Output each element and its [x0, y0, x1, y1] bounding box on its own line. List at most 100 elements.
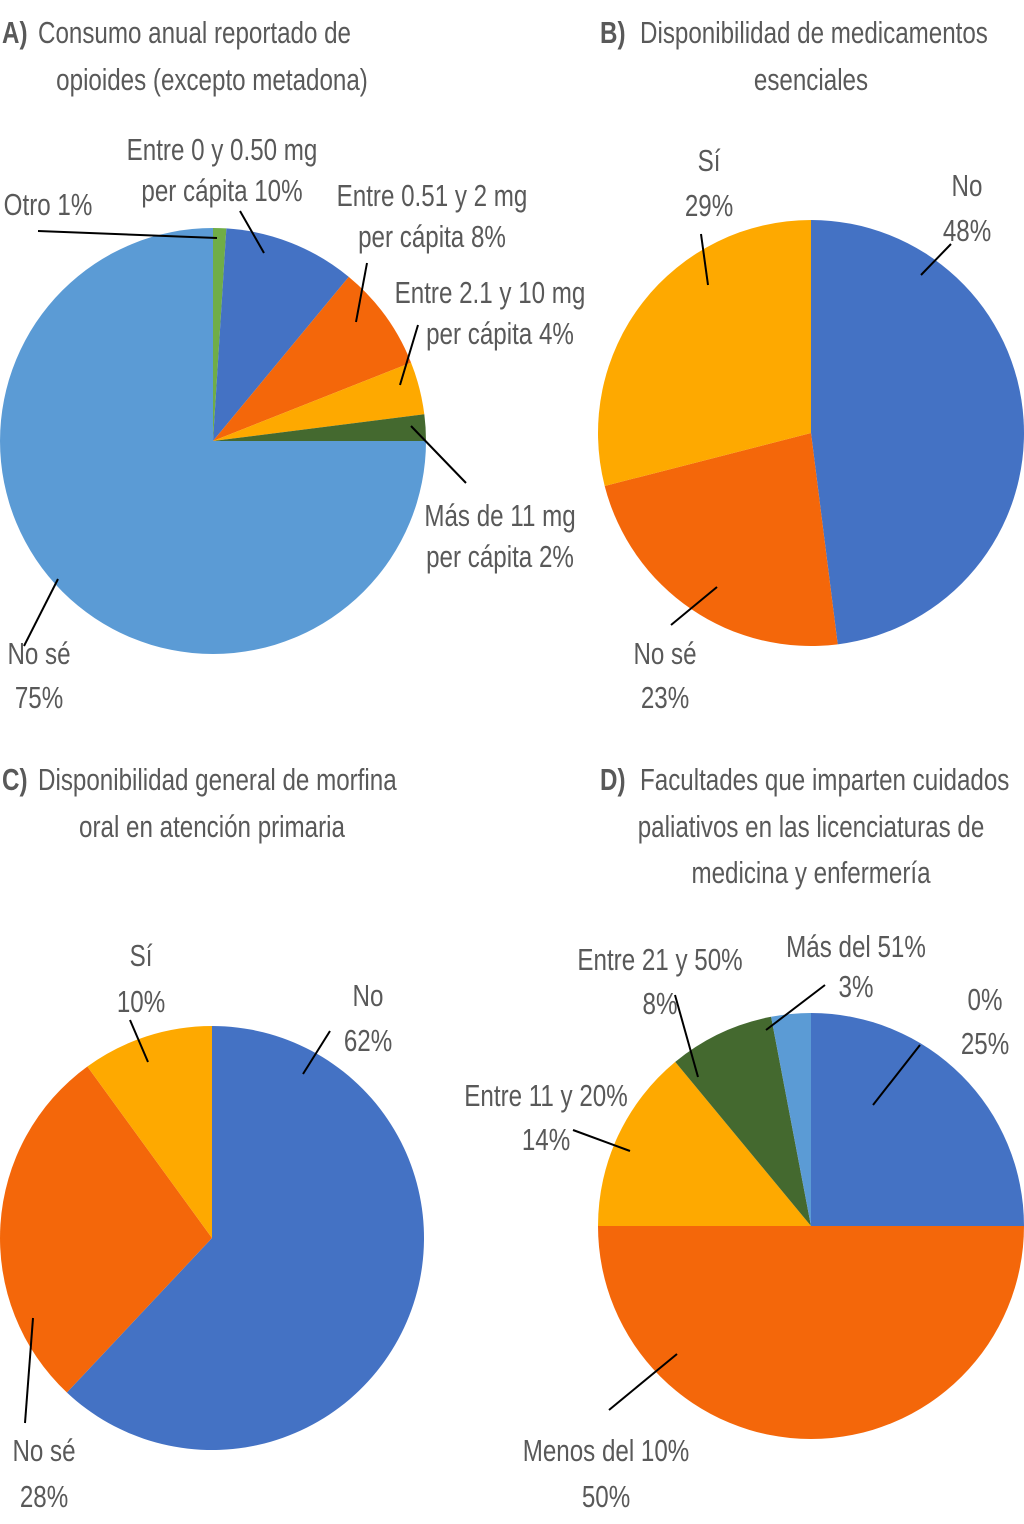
chart-title-line: Disponibilidad de medicamentos — [640, 15, 988, 50]
data-label-text: per cápita 8% — [358, 219, 506, 254]
chart-title-line: paliativos en las licenciaturas de — [638, 809, 985, 844]
data-label-text: Menos del 10% — [523, 1433, 690, 1468]
data-label-text: No sé — [12, 1433, 75, 1468]
chart-title-line: Consumo anual reportado de — [38, 15, 351, 50]
leader-line — [872, 1044, 921, 1106]
pie-slice — [604, 433, 838, 647]
leader-line — [920, 243, 952, 276]
pie-slice — [675, 1016, 811, 1226]
pie-chart-c: C) Disponibilidad general de morfina oral … — [0, 762, 425, 1514]
data-label-text: 62% — [344, 1023, 392, 1058]
data-label: Sí 10% — [117, 938, 165, 1063]
data-label: Entre 0.51 y 2 mg per cápita 8% — [337, 178, 528, 323]
chart-title: D) Facultades que imparten cuidados paliat… — [600, 762, 1009, 890]
data-label: No 48% — [920, 168, 991, 276]
data-label-text: 28% — [20, 1479, 68, 1514]
panel-letter: D) — [600, 762, 626, 797]
data-label-text: Sí — [130, 938, 153, 973]
chart-title: B) Disponibilidad de medicamentos esencial… — [600, 15, 988, 97]
pie-slice — [598, 1061, 811, 1226]
pie-slice — [66, 1026, 425, 1450]
leader-line — [608, 1353, 678, 1411]
data-label: No sé 28% — [12, 1317, 76, 1514]
data-label-text: per cápita 10% — [141, 173, 302, 208]
leader-line — [399, 324, 419, 386]
data-label: Entre 0 y 0.50 mg per cápita 10% — [127, 132, 318, 254]
data-label: Entre 2.1 y 10 mg per cápita 4% — [395, 275, 586, 386]
panel-letter: A) — [2, 15, 28, 50]
data-label-text: 29% — [685, 188, 733, 223]
pie-slice — [213, 228, 349, 441]
data-label-text: Entre 21 y 50% — [577, 942, 742, 977]
chart-title-line: esenciales — [754, 62, 868, 97]
pie-chart-b: B) Disponibilidad de medicamentos esencial… — [597, 15, 1024, 715]
data-label-text: 8% — [643, 986, 678, 1021]
data-label-text: 0% — [968, 982, 1003, 1017]
data-label: Entre 21 y 50% 8% — [577, 942, 743, 1078]
pie-slice — [811, 220, 1024, 645]
pie-slice — [213, 362, 425, 441]
panel-letter: B) — [600, 15, 626, 50]
data-label: Entre 11 y 20% 14% — [464, 1078, 631, 1157]
chart-title-line: oral en atención primaria — [79, 809, 345, 844]
data-label-text: 75% — [15, 680, 63, 715]
pie-chart-d: D) Facultades que imparten cuidados paliat… — [464, 762, 1024, 1514]
leader-line — [302, 1030, 331, 1075]
pie-slice — [597, 220, 811, 486]
leader-line — [572, 1129, 631, 1152]
pie-slice — [811, 1013, 1024, 1226]
pie-slice — [213, 276, 412, 441]
data-label-text: No sé — [633, 636, 696, 671]
data-label-text: per cápita 4% — [426, 316, 574, 351]
panel-letter: C) — [2, 762, 28, 797]
data-label-text: 14% — [522, 1122, 570, 1157]
data-label-text: 50% — [582, 1479, 630, 1514]
leader-line — [23, 578, 59, 647]
data-label-text: Otro 1% — [4, 187, 93, 222]
leader-line — [700, 233, 709, 286]
pie-slice — [213, 414, 426, 441]
leader-line — [239, 210, 265, 254]
data-label-text: No — [353, 978, 384, 1013]
data-label-text: 3% — [839, 969, 874, 1004]
pie-slice — [87, 1026, 212, 1238]
leader-line — [674, 994, 699, 1078]
data-label: Otro 1% — [4, 187, 218, 239]
data-label: Sí 29% — [685, 143, 733, 286]
data-label-text: 48% — [943, 213, 991, 248]
leader-line — [765, 984, 826, 1031]
leader-line — [24, 1317, 34, 1424]
pie-slice — [598, 1226, 1024, 1439]
pie-chart-a: A) Consumo anual reportado de opioides (ex… — [0, 15, 585, 715]
chart-title: A) Consumo anual reportado de opioides (ex… — [2, 15, 368, 97]
data-label-text: No — [952, 168, 983, 203]
data-label: No sé 75% — [7, 578, 71, 715]
data-label-text: Entre 0 y 0.50 mg — [127, 132, 318, 167]
data-label-text: 23% — [641, 680, 689, 715]
leader-line — [37, 230, 218, 239]
leader-line — [410, 425, 467, 484]
chart-title-line: Disponibilidad general de morfina — [38, 762, 397, 797]
pie-slice — [0, 1066, 212, 1393]
pie-slice — [0, 228, 426, 654]
data-label-text: Más de 11 mg — [424, 498, 575, 533]
data-label-text: Entre 0.51 y 2 mg — [337, 178, 528, 213]
chart-title-line: medicina y enfermería — [691, 855, 931, 890]
chart-title-line: Facultades que imparten cuidados — [640, 762, 1009, 797]
leader-line — [355, 262, 368, 323]
pie-slice — [771, 1013, 811, 1226]
data-label: No 62% — [302, 978, 392, 1075]
data-label: Más del 51% 3% — [765, 929, 926, 1031]
data-label-text: Sí — [698, 143, 721, 178]
data-label: No sé 23% — [633, 586, 718, 715]
data-label-text: No sé — [7, 636, 70, 671]
leader-line — [129, 1019, 149, 1063]
chart-title-line: opioides (excepto metadona) — [56, 62, 368, 97]
data-label-text: 25% — [961, 1026, 1009, 1061]
data-label-text: 10% — [117, 984, 165, 1019]
data-label: Más de 11 mg per cápita 2% — [410, 425, 576, 574]
pie-slice — [213, 228, 227, 441]
data-label-text: Entre 2.1 y 10 mg — [395, 275, 586, 310]
data-label: 0%25% — [872, 982, 1009, 1106]
